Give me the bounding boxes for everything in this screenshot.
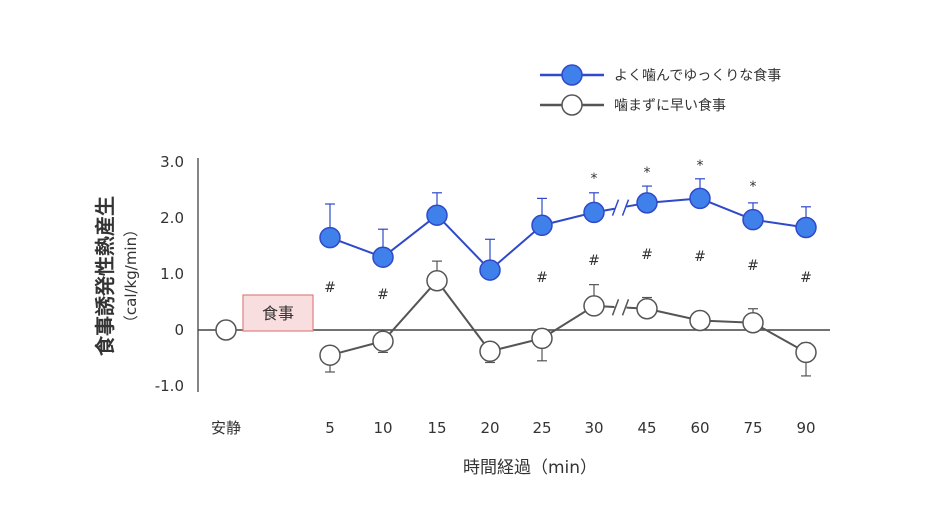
- significance-hash: #: [800, 270, 812, 286]
- annotation-layer: # # # # # # # # * * * *: [324, 158, 812, 303]
- data-point: [531, 327, 553, 350]
- legend-marker-gray: [561, 94, 583, 116]
- y-tick-label: 1.0: [160, 265, 184, 283]
- data-point: [426, 269, 448, 292]
- data-point: [636, 192, 658, 214]
- significance-hash: #: [747, 258, 759, 274]
- series-line: [382, 280, 438, 342]
- y-tick-label: -1.0: [155, 377, 184, 395]
- y-ticks: 3.0 2.0 1.0 0 -1.0: [155, 153, 184, 395]
- y-tick-label: 0: [174, 321, 184, 339]
- meal-box: [242, 294, 314, 332]
- data-point: [479, 340, 501, 363]
- data-point: [479, 259, 501, 281]
- x-tick-label: 15: [427, 419, 446, 437]
- axis-break-mark: [621, 299, 630, 316]
- x-axis-label: 時間経過（min）: [463, 458, 597, 478]
- legend-marker-blue: [561, 64, 583, 86]
- data-point: [583, 201, 605, 224]
- x-tick-label: 10: [373, 419, 392, 437]
- data-point: [742, 208, 764, 231]
- series-line: [436, 214, 491, 271]
- significance-hash: #: [694, 249, 706, 265]
- y-axis-title: 食事誘発性熱産生: [93, 196, 117, 356]
- x-tick-label: 安静: [211, 419, 241, 437]
- x-tick-label: 45: [637, 419, 656, 437]
- meal-label: 食事: [262, 304, 294, 323]
- y-tick-label: 3.0: [160, 153, 184, 171]
- data-point: [319, 344, 341, 366]
- data-point: [795, 341, 817, 364]
- significance-star: *: [591, 171, 598, 187]
- significance-hash: #: [377, 287, 389, 303]
- significance-star: *: [750, 179, 757, 195]
- data-point: [372, 330, 394, 352]
- data-point: [426, 204, 448, 226]
- significance-hash: #: [536, 270, 548, 286]
- y-axis-unit-group: （cal/kg/min）: [122, 222, 140, 330]
- significance-hash: #: [588, 253, 600, 269]
- series-line: [436, 280, 491, 352]
- data-point: [795, 216, 817, 239]
- data-point: [689, 187, 711, 210]
- significance-star: *: [697, 158, 704, 174]
- y-tick-label: 2.0: [160, 209, 184, 227]
- series-line: [489, 224, 543, 271]
- series-line: [382, 214, 438, 258]
- axis-break-mark: [611, 299, 620, 316]
- data-point: [319, 226, 341, 249]
- axis-break-mark: [611, 199, 620, 216]
- y-axis-label: 食事誘発性熱産生: [93, 196, 117, 356]
- legend-label-gray: 噛まずに早い食事: [614, 97, 726, 114]
- significance-star: *: [644, 165, 651, 181]
- data-point: [215, 319, 237, 341]
- meal-marker: 食事: [242, 294, 314, 332]
- series-0: [319, 178, 817, 281]
- x-tick-label: 60: [690, 419, 709, 437]
- series-1: [215, 260, 817, 377]
- x-tick-label: 25: [532, 419, 551, 437]
- data-point: [583, 295, 605, 317]
- data-point: [742, 311, 764, 334]
- data-point: [636, 297, 658, 320]
- series-layer: [215, 178, 817, 377]
- x-tick-label: 5: [325, 419, 335, 437]
- data-point: [689, 309, 711, 332]
- axis-break-mark: [621, 199, 630, 216]
- y-axis-unit: （cal/kg/min）: [122, 222, 140, 330]
- x-tick-label: 30: [584, 419, 603, 437]
- legend: よく噛んでゆっくりな食事 噛まずに早い食事: [540, 64, 781, 116]
- legend-label-blue: よく噛んでゆっくりな食事: [614, 67, 781, 84]
- x-ticks: 安静 5 10 15 20 25 30 45 60 75 90: [211, 419, 816, 437]
- x-tick-label: 75: [743, 419, 762, 437]
- x-tick-label: 20: [480, 419, 499, 437]
- data-point: [531, 214, 553, 237]
- significance-hash: #: [324, 280, 336, 296]
- data-point: [372, 246, 394, 268]
- significance-hash: #: [641, 247, 653, 263]
- x-tick-label: 90: [796, 419, 815, 437]
